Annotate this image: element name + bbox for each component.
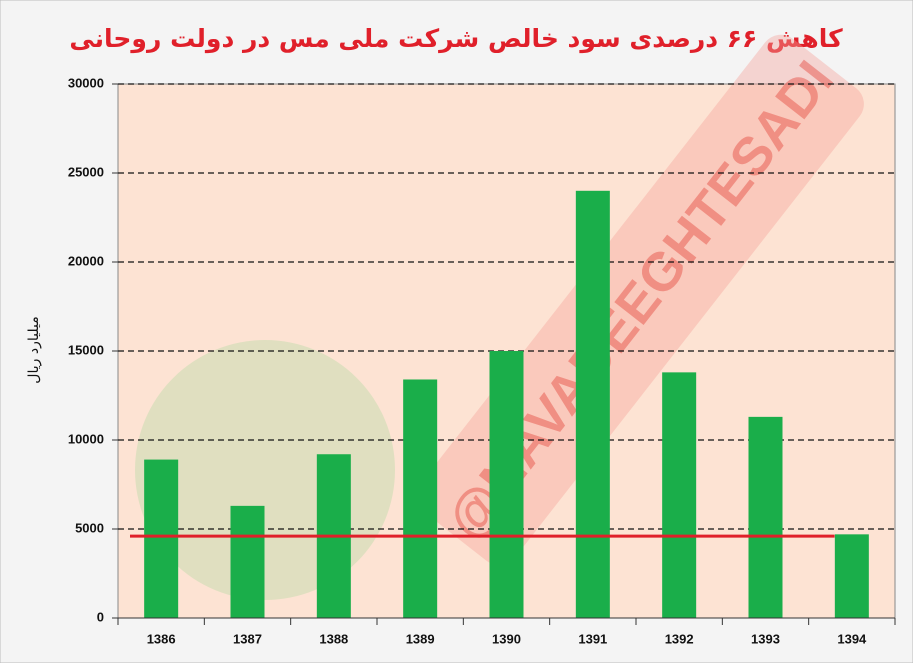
x-tick-label: 1389 [406, 631, 435, 646]
bar [489, 351, 524, 618]
y-tick-label: 20000 [68, 253, 104, 268]
x-tick-label: 1387 [233, 631, 262, 646]
x-tick-label: 1388 [319, 631, 348, 646]
y-tick-label: 15000 [68, 342, 104, 357]
x-tick-label: 1391 [578, 631, 607, 646]
bar [230, 505, 265, 618]
y-tick-label: 5000 [75, 520, 104, 535]
x-tick-label: 1390 [492, 631, 521, 646]
bar [403, 379, 438, 618]
y-tick-label: 10000 [68, 431, 104, 446]
bar [662, 372, 697, 618]
x-tick-label: 1394 [837, 631, 867, 646]
y-tick-label: 0 [97, 609, 104, 624]
bar [144, 459, 179, 618]
x-tick-label: 1393 [751, 631, 780, 646]
bar [748, 416, 783, 618]
bar [834, 534, 869, 618]
y-tick-label: 30000 [68, 75, 104, 90]
x-tick-label: 1386 [147, 631, 176, 646]
bar [575, 190, 610, 619]
y-axis-label: میلیارد ریال [26, 316, 42, 383]
x-tick-label: 1392 [665, 631, 694, 646]
watermark-band [416, 34, 864, 566]
chart-title: کاهش ۶۶ درصدی سود خالص شرکت ملی مس در دو… [69, 24, 843, 54]
y-tick-label: 25000 [68, 164, 104, 179]
